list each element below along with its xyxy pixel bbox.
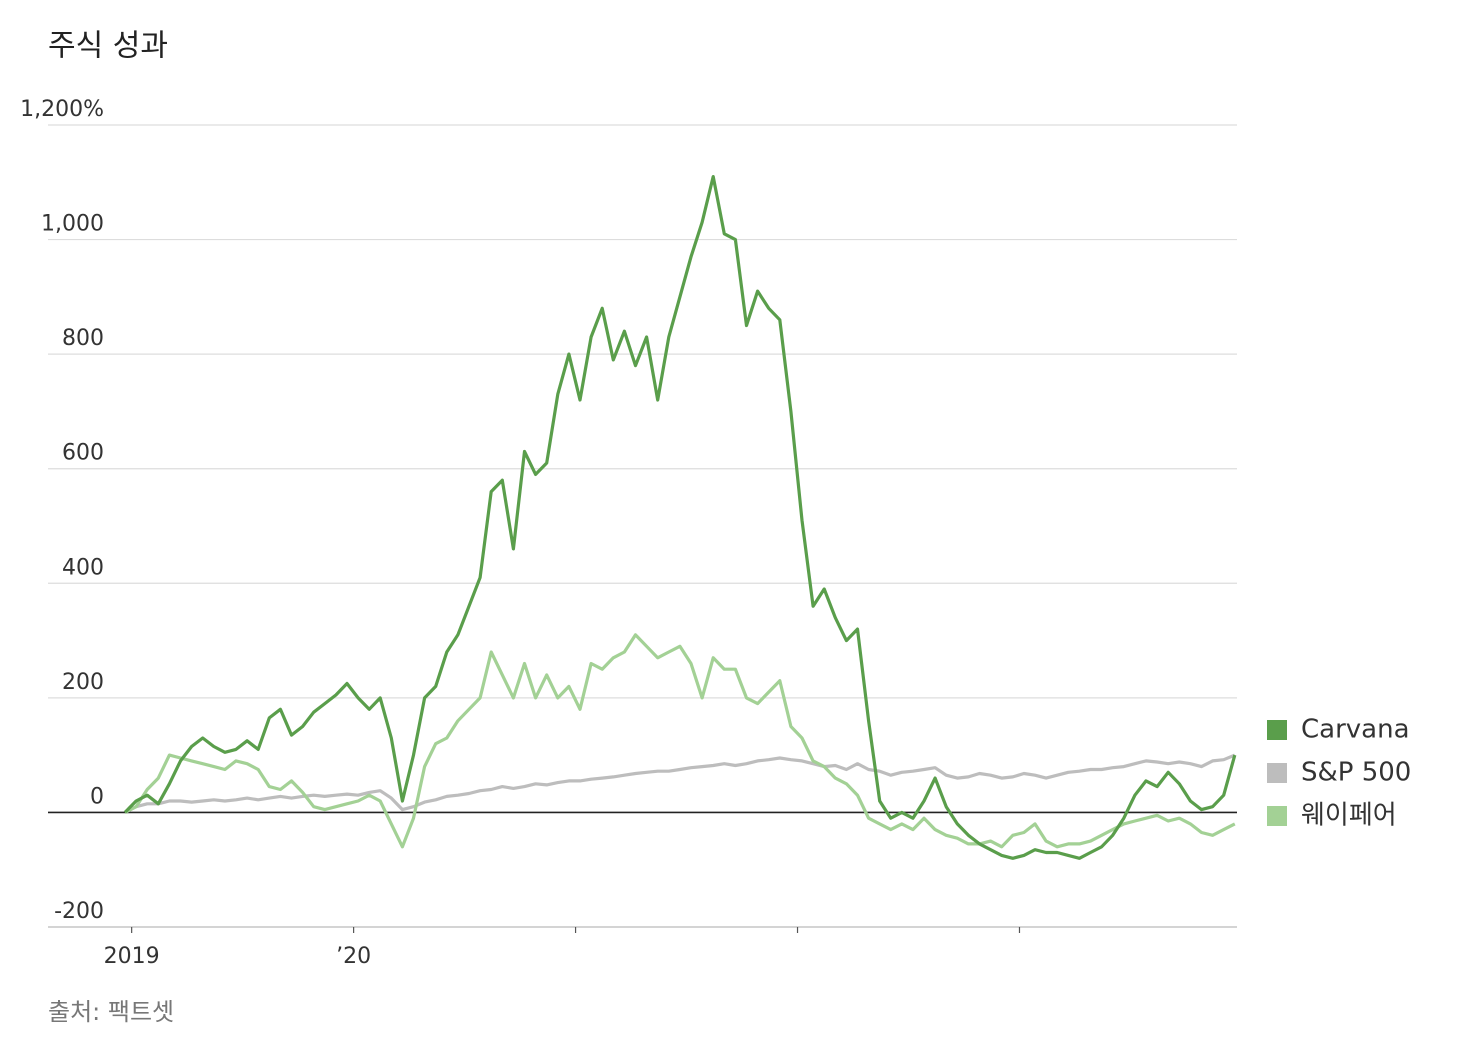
series-line [124,633,1236,849]
legend-label: S&P 500 [1301,758,1411,788]
x-tick-label: ’20 [336,944,371,969]
y-tick-label: 600 [62,441,104,466]
legend-label: Carvana [1301,715,1410,745]
y-tick-label: 0 [90,784,104,809]
series-line [123,175,1237,860]
legend-swatch [1267,720,1287,740]
y-tick-label: 1,200% [20,97,104,122]
legend-swatch [1267,763,1287,783]
legend-label: 웨이페어 [1301,801,1397,831]
series-line [124,753,1236,814]
legend-swatch [1267,806,1287,826]
y-tick-label: 400 [62,555,104,580]
y-tick-label: 1,000 [41,212,104,237]
x-tick-label: 2019 [104,944,160,969]
y-tick-label: 200 [62,670,104,695]
source-note: 출처: 팩트셋 [48,998,174,1026]
y-tick-label: 800 [62,326,104,351]
chart-title: 주식 성과 [48,29,168,64]
y-tick-label: -200 [54,899,104,924]
